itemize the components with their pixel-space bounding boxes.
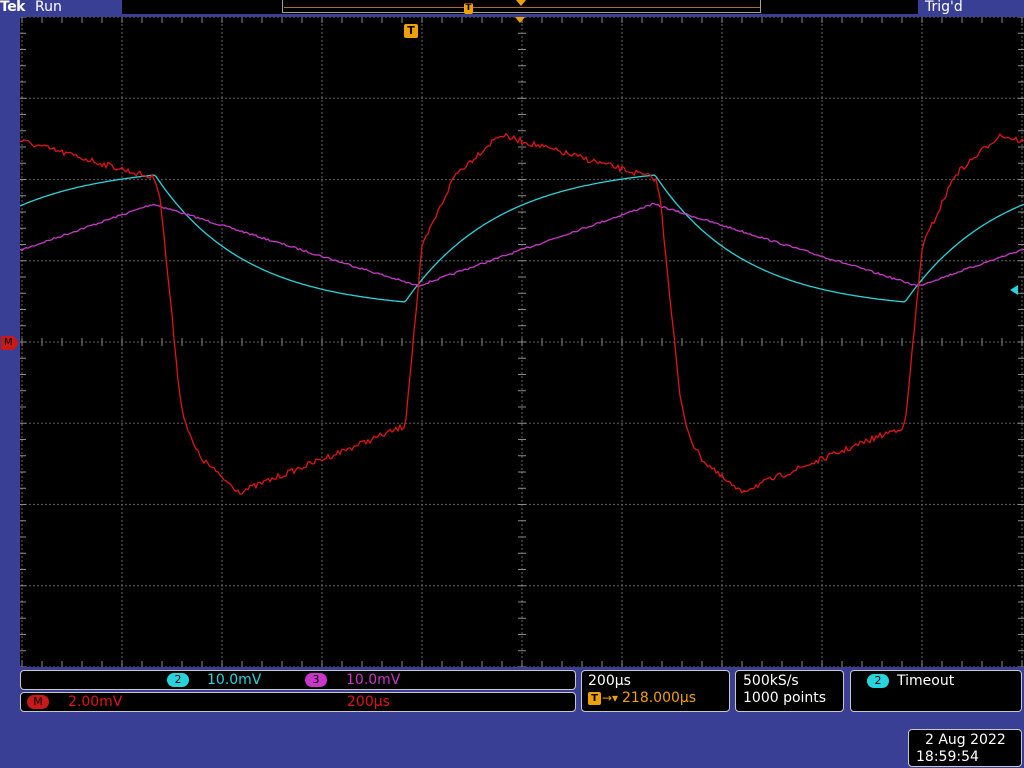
- waveform-display[interactable]: [20, 17, 1024, 667]
- expansion-marker-icon: [515, 17, 525, 23]
- record-length: 1000 points: [743, 690, 827, 706]
- expansion-point-icon: [516, 0, 526, 6]
- horizontal-readout[interactable]: 200µs T →▾ 218.000µs: [581, 670, 730, 712]
- math-readout-row: M 2.00mV 200µs: [20, 692, 576, 712]
- horizontal-scale[interactable]: 200µs: [588, 673, 631, 689]
- record-trigger-marker: T: [464, 3, 473, 14]
- delay-arrow: →▾: [602, 691, 619, 705]
- trigger-level-marker-icon[interactable]: [1010, 285, 1018, 295]
- run-state[interactable]: Run: [35, 0, 62, 15]
- math-timebase[interactable]: 200µs: [347, 694, 390, 710]
- time: 18:59:54: [916, 749, 979, 765]
- record-window-bracket: [282, 0, 761, 13]
- horizontal-delay[interactable]: 218.000µs: [622, 690, 697, 706]
- ch2-badge[interactable]: 2: [167, 673, 189, 687]
- trigger-position-marker[interactable]: T: [404, 24, 418, 38]
- trigger-readout[interactable]: 2 Timeout: [850, 670, 1022, 712]
- record-window-line: [284, 7, 760, 8]
- math-scale[interactable]: 2.00mV: [68, 694, 123, 710]
- trace-math: [20, 132, 1024, 495]
- trigger-mode: Timeout: [897, 673, 955, 689]
- ch3-scale[interactable]: 10.0mV: [346, 672, 401, 688]
- trace-ch3: [20, 202, 1024, 288]
- graticule: [20, 17, 1024, 667]
- graticule-grid: [20, 17, 1024, 667]
- trigger-status: Trig'd: [925, 0, 963, 15]
- ch3-badge[interactable]: 3: [305, 673, 327, 687]
- delay-trigger-icon: T: [588, 692, 601, 705]
- acquisition-readout[interactable]: 500kS/s 1000 points: [735, 670, 844, 712]
- trigger-source-badge: 2: [867, 674, 889, 688]
- brand-logo: Tek: [0, 0, 26, 15]
- datetime-readout: 2 Aug 2022 18:59:54: [908, 729, 1022, 767]
- trace-ch2: [20, 174, 1024, 303]
- ch2-scale[interactable]: 10.0mV: [207, 672, 262, 688]
- math-badge[interactable]: M: [27, 695, 49, 709]
- sample-rate: 500kS/s: [743, 673, 799, 689]
- channel-readout-row: 2 10.0mV 3 10.0mV: [20, 670, 576, 690]
- top-status-bar: Tek Run T Trig'd: [0, 0, 1024, 17]
- math-ground-marker[interactable]: M: [1, 336, 19, 350]
- date: 2 Aug 2022: [925, 732, 1006, 748]
